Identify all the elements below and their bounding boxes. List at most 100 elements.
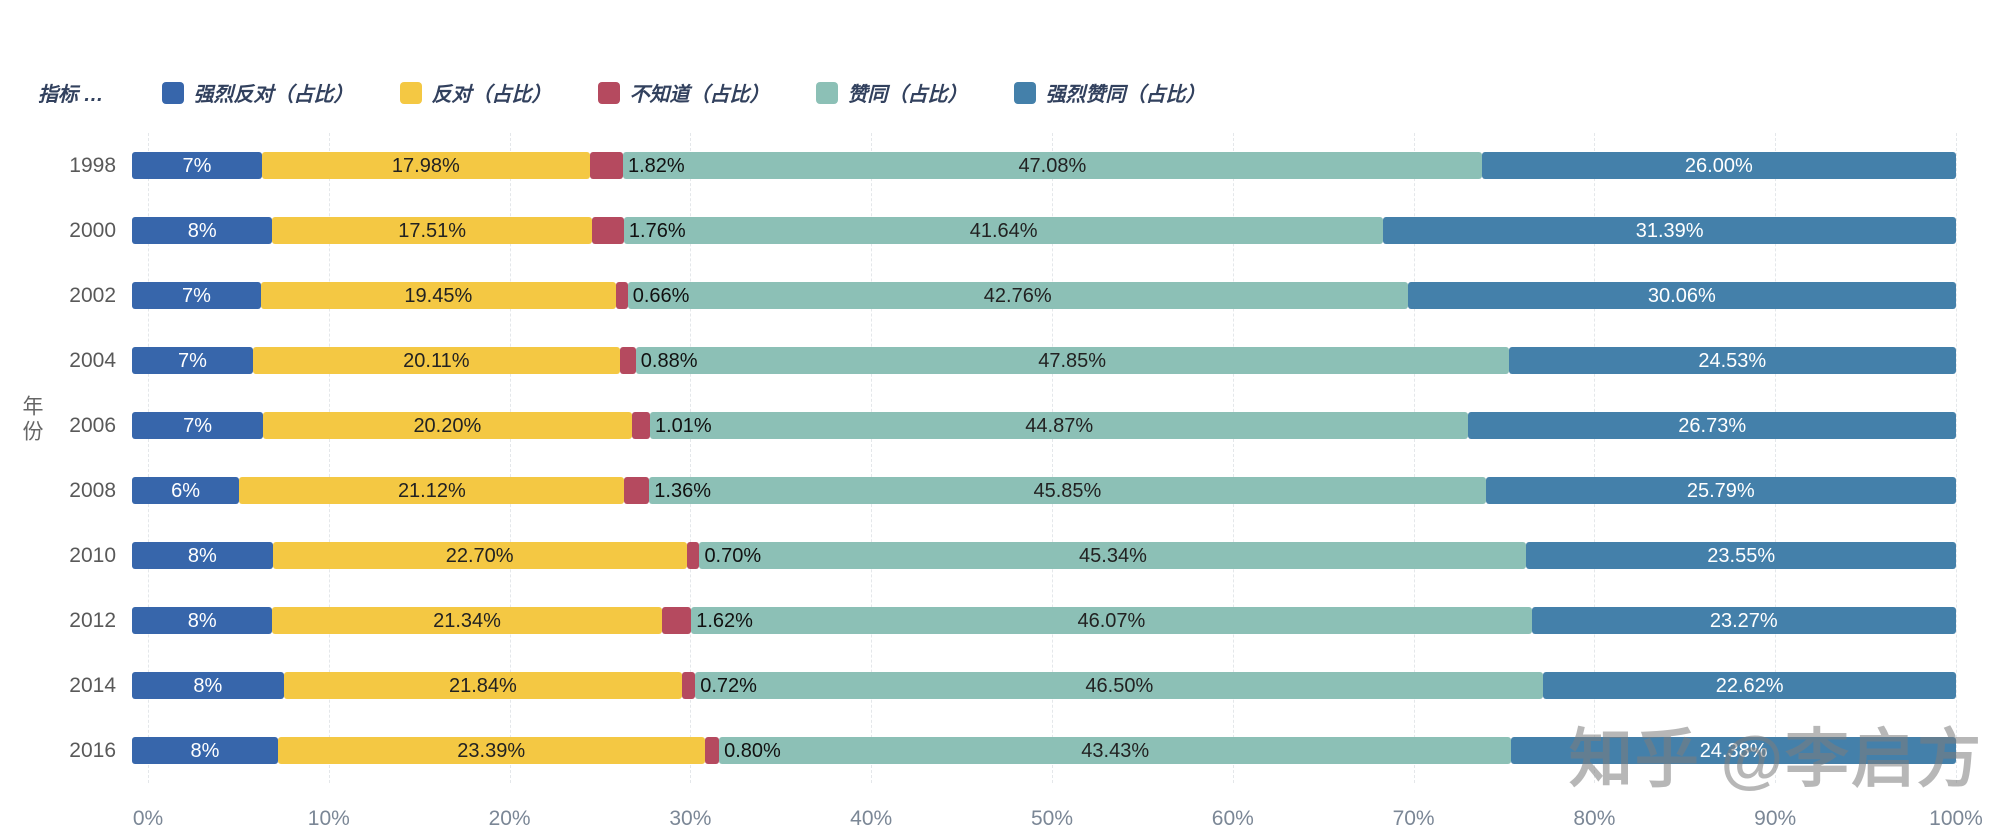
bar-segment[interactable]: 23.27% [1531,607,1956,634]
segment-value-label: 23.27% [1709,609,1778,632]
bar-segment[interactable]: 0.70% [686,542,761,569]
bar-segment[interactable]: 24.53% [1508,347,1956,374]
bar-segment[interactable]: 45.85% [649,477,1486,504]
legend-items: 强烈反对（占比） 反对（占比） 不知道（占比） 赞同（占比） 强烈赞同（占比） [161,78,1252,107]
segment-value-label: 1.62% [696,609,753,632]
year-label: 2006 [69,413,116,437]
legend-item-4[interactable]: 强烈赞同（占比） [1013,78,1206,107]
bar-segment[interactable]: 8% [132,542,273,569]
segment-value-label: 47.08% [1018,154,1087,177]
bar-segment[interactable]: 31.39% [1383,217,1956,244]
segment-value-label: 23.55% [1707,544,1776,567]
segment-value-label: 22.70% [445,544,514,567]
legend-item-label: 不知道（占比） [629,84,770,106]
bar-track: 8% 17.51% 1.76% 41.64% 31.39% [132,217,1956,244]
bar-segment[interactable]: 23.39% [277,737,705,764]
bar-segment[interactable]: 42.76% [627,282,1408,309]
x-axis: 0% 10% 20% 30% 40% 50% 60% 70% 80% 90% 100% [133,795,1983,834]
bar-segment[interactable]: 21.84% [283,672,683,699]
bar-segment[interactable]: 0.72% [682,672,757,699]
segment-value-label: 19.45% [404,284,473,307]
bar-track: 7% 17.98% 1.82% 47.08% 26.00% [132,152,1956,179]
year-label: 2008 [69,478,116,502]
bar-segment[interactable]: 20.20% [263,412,632,439]
bar-segment[interactable]: 8% [132,672,284,699]
bar-segment[interactable]: 6% [132,477,240,504]
bar-segment[interactable]: 45.34% [699,542,1527,569]
segment-value-label: 44.87% [1025,414,1094,437]
year-label: 2002 [69,283,116,307]
bar-segment[interactable]: 22.70% [272,542,687,569]
y-axis-title: 年份 [20,395,43,445]
bar-segment[interactable]: 47.08% [623,152,1482,179]
bar-segment[interactable]: 24.38% [1511,737,1956,764]
segment-value-label: 0.88% [640,349,698,372]
bar-segment[interactable]: 44.87% [650,412,1469,439]
segment-value-label: 0.66% [632,284,690,307]
bar-row-2000: 2000 8% 17.51% 1.76% 41.64% 31.39% [0,198,1995,263]
x-axis-tick: 0% [132,807,164,830]
bar-track: 8% 21.84% 0.72% 46.50% 22.62% [132,672,1956,699]
x-axis-tick: 60% [1211,807,1254,830]
segment-value-label: 45.85% [1033,479,1102,502]
legend-item-3[interactable]: 赞同（占比） [815,78,968,107]
legend: 指标 … 强烈反对（占比） 反对（占比） 不知道（占比） 赞同（占比） 强烈赞同（占比） [38,78,1252,107]
legend-swatch-icon [1013,81,1036,104]
bar-row-2006: 2006 7% 20.20% 1.01% 44.87% 26.73% [0,393,1995,458]
bar-segment[interactable]: 22.62% [1543,672,1956,699]
bar-segment[interactable]: 1.01% [631,412,712,439]
legend-item-label: 强烈反对（占比） [193,84,354,106]
x-axis-tick: 100% [1929,807,1983,830]
bar-segment[interactable]: 1.36% [624,477,711,504]
bar-segment[interactable]: 7% [132,412,264,439]
bar-segment[interactable]: 25.79% [1485,477,1956,504]
segment-value-label: 7% [182,284,211,307]
bar-segment[interactable]: 19.45% [260,282,616,309]
bar-segment[interactable]: 17.51% [272,217,592,244]
bar-segment[interactable]: 0.80% [704,737,781,764]
bar-segment[interactable]: 7% [132,347,253,374]
segment-value-label: 7% [182,154,212,177]
segment-value-label: 46.07% [1077,609,1146,632]
bar-row-1998: 1998 7% 17.98% 1.82% 47.08% 26.00% [0,133,1995,198]
bar-track: 8% 21.34% 1.62% 46.07% 23.27% [132,607,1956,634]
bar-segment[interactable]: 8% [132,737,278,764]
x-axis-tick: 20% [488,807,531,830]
bar-segment[interactable]: 7% [132,282,261,309]
bar-segment[interactable]: 46.07% [691,607,1532,634]
bar-segment[interactable]: 1.76% [591,217,686,244]
bar-segment[interactable]: 30.06% [1407,282,1956,309]
bar-segment[interactable]: 46.50% [695,672,1544,699]
bar-segment[interactable]: 17.98% [261,152,590,179]
bar-segment[interactable]: 0.66% [615,282,689,309]
bar-segment[interactable]: 8% [132,607,273,634]
bar-segment[interactable]: 21.34% [272,607,662,634]
bar-segment[interactable]: 1.62% [661,607,753,634]
bar-track: 6% 21.12% 1.36% 45.85% 25.79% [132,477,1956,504]
segment-value-label: 47.85% [1038,349,1107,372]
bar-segment[interactable]: 23.55% [1526,542,1956,569]
bar-segment[interactable]: 26.73% [1468,412,1956,439]
segment-value-label: 7% [178,349,207,372]
segment-value-label: 17.98% [391,154,460,177]
bar-segment[interactable]: 7% [132,152,262,179]
bar-row-2016: 2016 8% 23.39% 0.80% 43.43% 24.38% [0,718,1995,783]
legend-item-1[interactable]: 反对（占比） [399,78,552,107]
bar-segment[interactable]: 47.85% [635,347,1509,374]
bar-segment[interactable]: 43.43% [719,737,1512,764]
indicator-label: 指标 … [38,84,104,106]
bar-segment[interactable]: 26.00% [1481,152,1956,179]
bar-segment[interactable]: 20.11% [252,347,620,374]
bar-segment[interactable]: 0.88% [619,347,697,374]
segment-value-label: 24.53% [1698,349,1767,372]
segment-value-label: 8% [193,674,223,697]
legend-item-0[interactable]: 强烈反对（占比） [161,78,354,107]
bar-row-2004: 2004 7% 20.11% 0.88% 47.85% 24.53% [0,328,1995,393]
bar-segment[interactable]: 1.82% [589,152,685,179]
bar-segment[interactable]: 8% [132,217,273,244]
bar-segment[interactable]: 41.64% [623,217,1384,244]
segment-value-label: 21.34% [433,609,501,632]
legend-item-2[interactable]: 不知道（占比） [597,78,770,107]
bar-segment[interactable]: 21.12% [239,477,625,504]
